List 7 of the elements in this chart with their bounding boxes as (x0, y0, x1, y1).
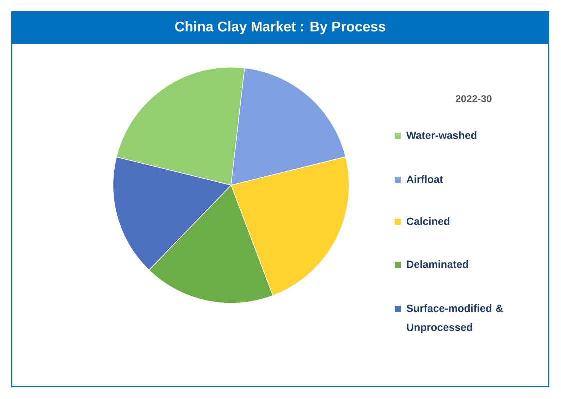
legend-label: Calcined (406, 218, 450, 226)
legend-label: Delaminated (407, 260, 468, 268)
legend-label: Surface-modified & Unprocessed (406, 304, 504, 334)
chart-title: China Clay Market : By Process (175, 21, 386, 35)
legend-label: Water-washed (406, 132, 477, 140)
legend-title: 2022-30 (456, 95, 492, 103)
legend-label: Airfloat (406, 176, 444, 184)
